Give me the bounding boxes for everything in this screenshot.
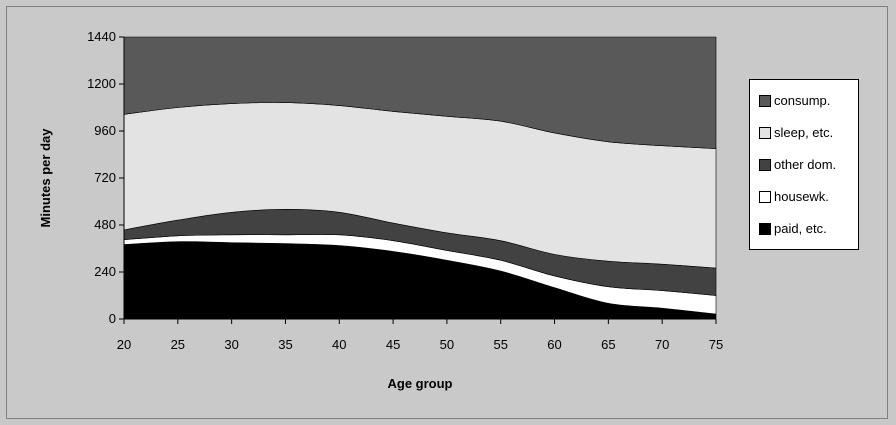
area-consump [123, 36, 717, 149]
x-tick-label: 40 [332, 337, 346, 352]
x-tick-label: 70 [655, 337, 669, 352]
legend-label: consump. [774, 93, 831, 108]
legend-item: consump. [759, 93, 830, 108]
legend-label: other dom. [774, 157, 837, 172]
x-tick-label: 35 [278, 337, 292, 352]
x-tick-label: 20 [117, 337, 131, 352]
legend-label: housewk. [774, 189, 829, 204]
legend-label: sleep, etc. [774, 125, 834, 140]
x-tick-label: 25 [171, 337, 185, 352]
x-tick-label: 75 [709, 337, 723, 352]
x-tick-label: 45 [386, 337, 400, 352]
y-tick-label: 480 [94, 217, 116, 232]
y-tick-label: 240 [94, 264, 116, 279]
y-tick-label: 960 [94, 123, 116, 138]
x-tick-label: 55 [493, 337, 507, 352]
legend-item: paid, etc. [759, 221, 827, 236]
x-tick-label: 65 [601, 337, 615, 352]
legend-item: sleep, etc. [759, 125, 833, 140]
area-series-group [123, 36, 717, 320]
y-tick-label: 1200 [87, 76, 116, 91]
legend: consump. sleep, etc. other dom. housewk. pai… [749, 79, 859, 250]
y-tick-label: 1440 [87, 29, 116, 44]
x-tick-label: 60 [547, 337, 561, 352]
legend-swatch [759, 94, 771, 107]
x-axis-label: Age group [388, 376, 453, 391]
legend-item: other dom. [759, 157, 836, 172]
x-axis: 20 25 30 35 40 45 50 55 60 65 70 75 [117, 318, 723, 352]
legend-swatch [759, 222, 771, 235]
legend-label: paid, etc. [774, 221, 827, 236]
y-tick-label: 720 [94, 170, 116, 185]
legend-item: housewk. [759, 189, 829, 204]
x-tick-label: 30 [224, 337, 238, 352]
x-tick-label: 50 [440, 337, 454, 352]
legend-swatch [759, 126, 771, 139]
legend-swatch [759, 190, 771, 203]
y-axis-label: Minutes per day [38, 128, 53, 228]
y-tick-label: 0 [109, 311, 116, 326]
y-axis: 0 240 480 720 960 1200 1440 [87, 29, 125, 326]
legend-swatch [759, 158, 771, 171]
